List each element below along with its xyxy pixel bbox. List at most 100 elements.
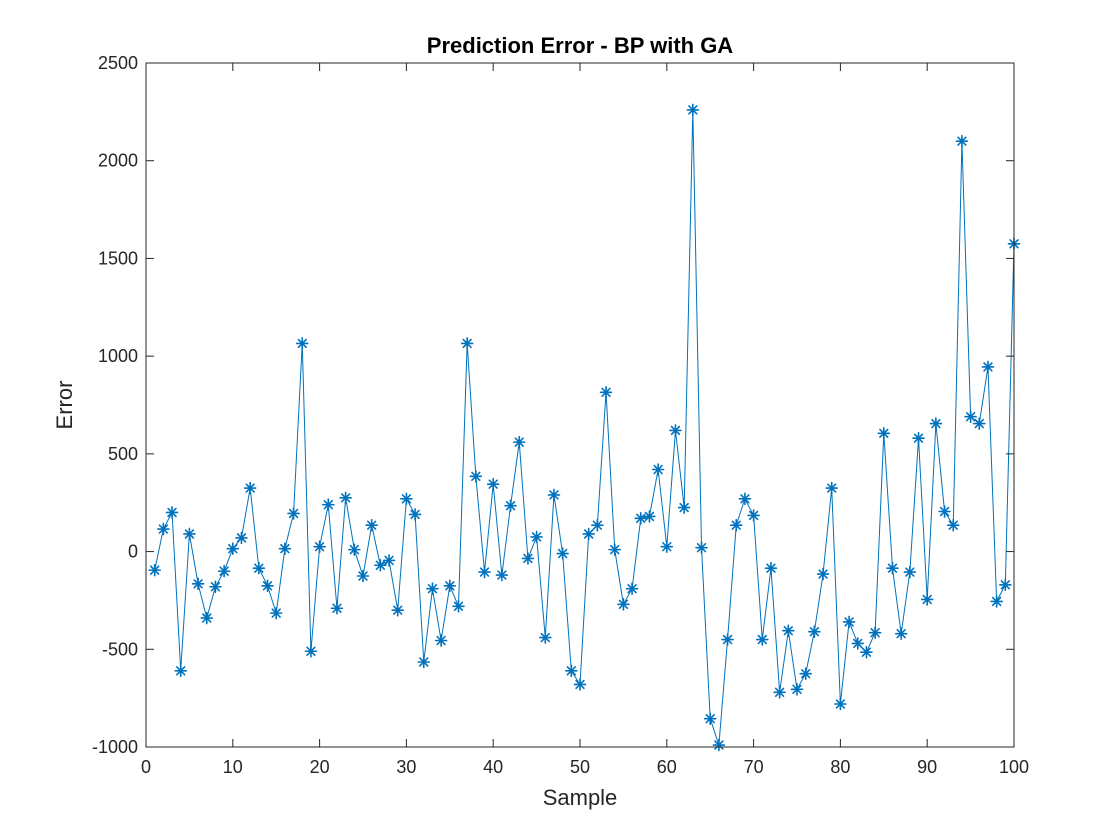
data-point: [955, 134, 969, 148]
y-tick-label: 0: [128, 542, 138, 562]
data-point: [261, 579, 274, 593]
data-point: [938, 505, 951, 518]
data-point: [148, 563, 161, 577]
x-tick-label: 70: [744, 757, 764, 777]
series-line: [154, 109, 1015, 746]
data-point: [304, 644, 318, 658]
x-tick-label: 60: [657, 757, 677, 777]
data-point: [217, 564, 231, 578]
y-tick-label: 1000: [98, 346, 138, 366]
data-point: [868, 626, 882, 639]
plot-area: [146, 63, 1014, 747]
data-point: [773, 685, 786, 699]
data-point: [695, 541, 708, 554]
data-point: [512, 435, 526, 449]
x-tick-label: 90: [917, 757, 937, 777]
data-point: [556, 547, 569, 560]
data-point: [790, 683, 804, 696]
data-point: [573, 678, 587, 691]
data-point: [226, 542, 240, 555]
data-point: [374, 558, 387, 572]
data-point: [842, 615, 856, 629]
data-point: [755, 633, 769, 646]
data-point: [486, 477, 500, 491]
data-point: [903, 565, 917, 579]
data-point: [443, 579, 457, 593]
data-point: [321, 498, 335, 511]
y-tick-label: 2500: [98, 53, 138, 73]
x-tick-label: 50: [570, 757, 590, 777]
data-point: [834, 697, 847, 711]
data-point: [339, 491, 352, 505]
chart-title: Prediction Error - BP with GA: [427, 33, 734, 58]
data-point: [877, 427, 891, 440]
y-axis-label: Error: [52, 381, 77, 430]
data-point: [703, 712, 717, 725]
data-point: [981, 360, 995, 374]
data-point: [400, 492, 413, 506]
y-tick-label: -500: [102, 639, 138, 659]
data-point: [426, 582, 439, 596]
data-point: [269, 606, 283, 620]
data-point: [599, 385, 613, 399]
data-point: [365, 518, 378, 532]
data-point: [391, 603, 405, 617]
data-point: [408, 508, 422, 521]
data-point: [920, 593, 934, 606]
data-point: [565, 664, 578, 678]
data-point: [851, 637, 865, 650]
data-point: [504, 499, 517, 512]
data-point: [243, 481, 257, 495]
y-tick-label: 1500: [98, 248, 138, 268]
data-point: [252, 561, 266, 575]
y-tick-label: -1000: [92, 737, 138, 757]
data-point: [530, 530, 543, 544]
data-point: [886, 561, 899, 575]
data-point: [174, 664, 188, 678]
data-point: [417, 655, 431, 669]
data-point: [729, 518, 743, 532]
data-point: [200, 611, 214, 625]
ticks-layer: 0 10 20 30 40 50 60 70 80 90 100 -1000 -500 0 500 1000 1…: [92, 53, 1029, 777]
data-point: [591, 518, 604, 532]
x-tick-label: 100: [999, 757, 1029, 777]
data-point: [313, 540, 326, 553]
data-point: [860, 645, 873, 659]
data-point: [235, 531, 248, 545]
data-point: [460, 337, 474, 350]
data-point: [608, 543, 622, 556]
data-point: [929, 417, 943, 430]
data-point: [651, 463, 665, 476]
data-point: [894, 627, 908, 640]
data-point: [330, 601, 344, 615]
data-point: [712, 738, 726, 752]
y-tick-label: 2000: [98, 151, 138, 171]
data-point: [521, 552, 535, 565]
x-tick-label: 20: [310, 757, 330, 777]
data-point: [999, 578, 1012, 592]
data-point: [990, 595, 1003, 608]
data-point: [669, 424, 682, 437]
data-point: [764, 561, 778, 575]
data-point: [295, 337, 309, 350]
x-tick-label: 40: [483, 757, 503, 777]
data-point: [382, 554, 396, 567]
series-layer: [148, 103, 1021, 752]
x-tick-label: 0: [141, 757, 151, 777]
data-point: [634, 512, 648, 525]
data-point: [165, 506, 179, 519]
data-point: [356, 569, 370, 583]
data-point: [547, 488, 561, 502]
data-point: [625, 582, 639, 596]
data-point: [808, 625, 821, 638]
data-point: [348, 543, 361, 556]
data-point: [946, 518, 960, 532]
data-point: [738, 492, 752, 506]
data-point: [643, 510, 656, 523]
data-point: [469, 470, 483, 483]
data-point: [677, 501, 691, 514]
data-point: [157, 522, 170, 536]
data-point: [912, 431, 925, 445]
data-point: [278, 542, 292, 555]
